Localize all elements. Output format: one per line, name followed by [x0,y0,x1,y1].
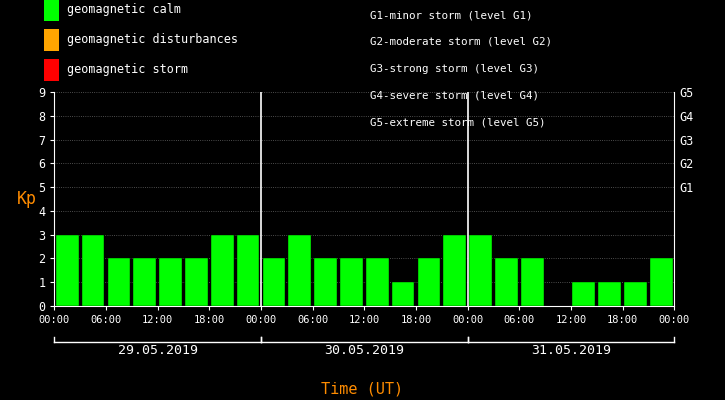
Bar [521,258,544,306]
Bar [107,258,130,306]
Text: 29.05.2019: 29.05.2019 [117,344,198,357]
Text: G1-minor storm (level G1): G1-minor storm (level G1) [370,10,532,20]
Text: geomagnetic storm: geomagnetic storm [67,64,188,76]
Bar [366,258,389,306]
Bar [185,258,208,306]
Bar [82,235,104,306]
Bar [289,235,311,306]
Bar [314,258,337,306]
Bar [573,282,595,306]
Bar [392,282,415,306]
Text: G5-extreme storm (level G5): G5-extreme storm (level G5) [370,117,545,127]
Bar [262,258,285,306]
Text: G2-moderate storm (level G2): G2-moderate storm (level G2) [370,37,552,47]
Bar [624,282,647,306]
Text: Time (UT): Time (UT) [321,381,404,396]
Bar [495,258,518,306]
Bar [340,258,362,306]
Bar [650,258,673,306]
Bar [160,258,182,306]
Text: 30.05.2019: 30.05.2019 [324,344,405,357]
Text: geomagnetic disturbances: geomagnetic disturbances [67,34,238,46]
Text: G3-strong storm (level G3): G3-strong storm (level G3) [370,64,539,74]
Bar [418,258,440,306]
Bar [211,235,233,306]
Bar [598,282,621,306]
Text: 31.05.2019: 31.05.2019 [531,344,611,357]
Bar [237,235,260,306]
Bar [444,235,466,306]
Text: G4-severe storm (level G4): G4-severe storm (level G4) [370,90,539,100]
Text: geomagnetic calm: geomagnetic calm [67,4,181,16]
Y-axis label: Kp: Kp [17,190,37,208]
Bar [133,258,156,306]
Bar [469,235,492,306]
Bar [56,235,78,306]
